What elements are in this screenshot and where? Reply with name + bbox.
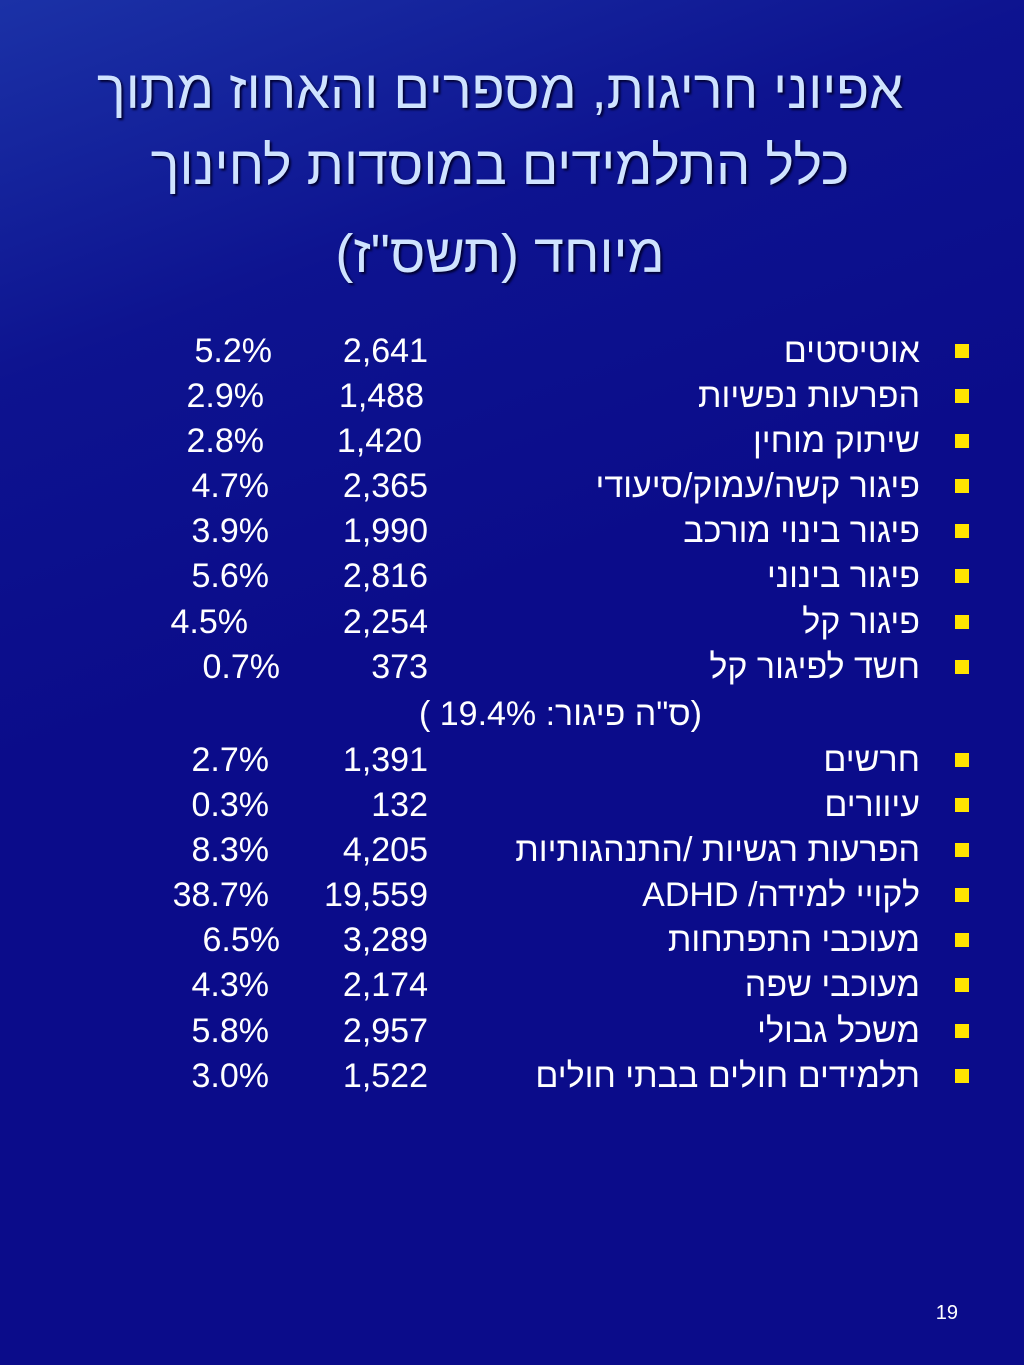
- square-bullet-icon: [955, 843, 969, 857]
- item-label: עיוורים: [824, 786, 920, 824]
- square-bullet-icon: [955, 1069, 969, 1083]
- square-bullet-icon: [955, 389, 969, 403]
- item-label: פיגור קל: [802, 603, 920, 641]
- item-label: הפרעות נפשיות: [698, 377, 920, 415]
- item-percent: 38.7%: [172, 876, 269, 914]
- item-count: 3,289: [342, 921, 428, 959]
- total-retardation-summary: (ס"ה פיגור: 19.4% ): [418, 695, 702, 733]
- list-item: מעוכבי שפה 2,174 4.3%: [0, 962, 1024, 1008]
- square-bullet-icon: [955, 978, 969, 992]
- item-count: 1,420: [336, 422, 422, 460]
- list-item: פיגור בינוני 2,816 5.6%: [0, 553, 1024, 599]
- slide-title-line-1: אפיוני חריגות, מספרים והאחוז מתוך: [96, 60, 904, 120]
- item-count: 2,816: [342, 557, 428, 595]
- item-count: 4,205: [342, 831, 428, 869]
- item-percent: 5.6%: [191, 557, 270, 595]
- square-bullet-icon: [955, 798, 969, 812]
- item-percent: 8.3%: [191, 831, 270, 869]
- item-percent: 0.3%: [191, 786, 270, 824]
- square-bullet-icon: [955, 569, 969, 583]
- item-count: 2,254: [342, 603, 428, 641]
- item-percent: 4.3%: [191, 966, 270, 1004]
- item-percent: 5.8%: [191, 1012, 270, 1050]
- item-count: 19,559: [324, 876, 428, 914]
- item-count: 373: [371, 648, 428, 686]
- item-percent: 2.9%: [186, 377, 265, 415]
- item-count: 2,957: [342, 1012, 428, 1050]
- item-count: 2,365: [342, 467, 428, 505]
- item-label: אוטיסטים: [783, 332, 920, 370]
- item-count: 2,641: [342, 332, 428, 370]
- list-item: לקויי למידה/ ADHD 19,559 38.7%: [0, 872, 1024, 918]
- item-percent: 2.7%: [191, 741, 270, 779]
- item-label: שיתוק מוחין: [752, 422, 920, 460]
- item-label: חשד לפיגור קל: [709, 648, 920, 686]
- list-item: פיגור קשה/עמוק/סיעודי 2,365 4.7%: [0, 463, 1024, 509]
- slide-title-line-2: כלל התלמידים במוסדות לחינוך: [150, 136, 850, 196]
- square-bullet-icon: [955, 933, 969, 947]
- item-count: 132: [371, 786, 428, 824]
- square-bullet-icon: [955, 615, 969, 629]
- list-item: פיגור קל 2,254 4.5%: [0, 599, 1024, 645]
- item-count: 1,522: [342, 1057, 428, 1095]
- list-item: שיתוק מוחין 1,420 2.8%: [0, 418, 1024, 464]
- list-item: תלמידים חולים בבתי חולים 1,522 3.0%: [0, 1053, 1024, 1099]
- item-label: פיגור בינוי מורכב: [683, 512, 920, 550]
- list-item: משכל גבולי 2,957 5.8%: [0, 1008, 1024, 1054]
- item-label: פיגור בינוני: [767, 557, 920, 595]
- square-bullet-icon: [955, 434, 969, 448]
- item-percent: 2.8%: [186, 422, 265, 460]
- list-item: הפרעות רגשיות /התנהגותיות 4,205 8.3%: [0, 827, 1024, 873]
- item-label: הפרעות רגשיות /התנהגותיות: [515, 831, 920, 869]
- list-item: אוטיסטים 2,641 5.2%: [0, 328, 1024, 374]
- list-item: מעוכבי התפתחות 3,289 6.5%: [0, 917, 1024, 963]
- summary-line: (ס"ה פיגור: 19.4% ): [0, 691, 1024, 737]
- item-percent: 4.5%: [170, 603, 249, 641]
- square-bullet-icon: [955, 479, 969, 493]
- list-item: פיגור בינוי מורכב 1,990 3.9%: [0, 508, 1024, 554]
- item-label: תלמידים חולים בבתי חולים: [535, 1057, 920, 1095]
- list-item: חשד לפיגור קל 373 0.7%: [0, 644, 1024, 690]
- item-percent: 3.9%: [191, 512, 270, 550]
- page-number: 19: [935, 1302, 958, 1324]
- item-percent: 4.7%: [191, 467, 270, 505]
- item-label: לקויי למידה/ ADHD: [642, 876, 920, 914]
- item-count: 1,391: [342, 741, 428, 779]
- square-bullet-icon: [955, 660, 969, 674]
- item-label: מעוכבי שפה: [744, 966, 920, 1004]
- item-count: 1,990: [342, 512, 428, 550]
- item-percent: 0.7%: [202, 648, 281, 686]
- square-bullet-icon: [955, 1024, 969, 1038]
- item-count: 1,488: [338, 377, 424, 415]
- item-percent: 3.0%: [191, 1057, 270, 1095]
- square-bullet-icon: [955, 753, 969, 767]
- square-bullet-icon: [955, 888, 969, 902]
- item-percent: 6.5%: [202, 921, 281, 959]
- item-label: חרשים: [823, 741, 920, 779]
- slide-title-line-3: מיוחד (תשס"ז): [335, 224, 665, 284]
- list-item: הפרעות נפשיות 1,488 2.9%: [0, 373, 1024, 419]
- item-label: פיגור קשה/עמוק/סיעודי: [595, 467, 920, 505]
- item-count: 2,174: [342, 966, 428, 1004]
- item-label: מעוכבי התפתחות: [667, 921, 920, 959]
- item-label: משכל גבולי: [757, 1012, 920, 1050]
- list-item: עיוורים 132 0.3%: [0, 782, 1024, 828]
- list-item: חרשים 1,391 2.7%: [0, 737, 1024, 783]
- item-percent: 5.2%: [194, 332, 273, 370]
- square-bullet-icon: [955, 524, 969, 538]
- square-bullet-icon: [955, 344, 969, 358]
